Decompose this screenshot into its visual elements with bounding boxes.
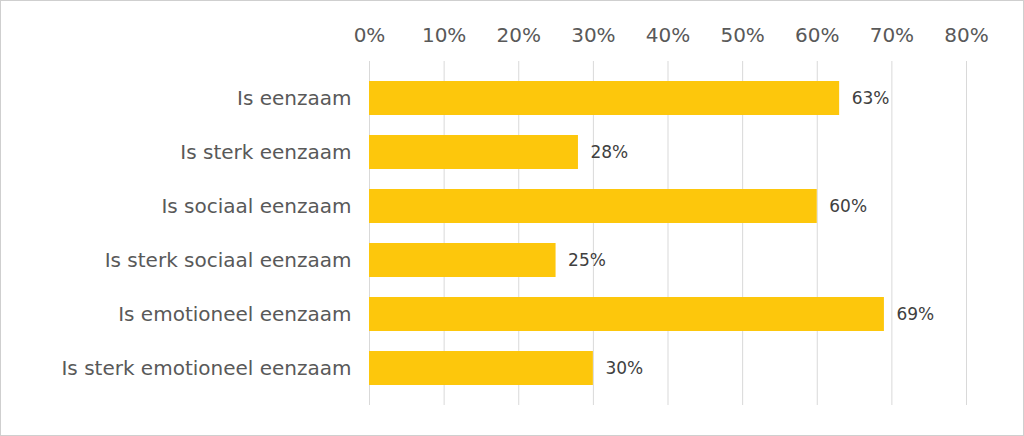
svg-text:Is emotioneel eenzaam: Is emotioneel eenzaam: [118, 302, 351, 326]
svg-text:Is sterk eenzaam: Is sterk eenzaam: [180, 140, 351, 164]
svg-text:80%: 80%: [944, 23, 988, 47]
svg-text:25%: 25%: [568, 250, 606, 270]
svg-text:30%: 30%: [571, 23, 615, 47]
svg-text:60%: 60%: [829, 196, 867, 216]
svg-text:60%: 60%: [795, 23, 839, 47]
svg-text:Is eenzaam: Is eenzaam: [237, 86, 351, 110]
svg-text:Is sociaal eenzaam: Is sociaal eenzaam: [161, 194, 351, 218]
svg-text:69%: 69%: [896, 304, 934, 324]
svg-text:70%: 70%: [870, 23, 914, 47]
svg-text:30%: 30%: [605, 358, 643, 378]
svg-text:28%: 28%: [590, 142, 628, 162]
svg-text:Is sterk emotioneel eenzaam: Is sterk emotioneel eenzaam: [61, 356, 351, 380]
svg-text:Is sterk sociaal eenzaam: Is sterk sociaal eenzaam: [105, 248, 352, 272]
svg-text:20%: 20%: [497, 23, 541, 47]
svg-text:50%: 50%: [720, 23, 764, 47]
svg-text:0%: 0%: [354, 23, 386, 47]
svg-text:40%: 40%: [646, 23, 690, 47]
svg-text:10%: 10%: [422, 23, 466, 47]
svg-text:63%: 63%: [852, 88, 890, 108]
